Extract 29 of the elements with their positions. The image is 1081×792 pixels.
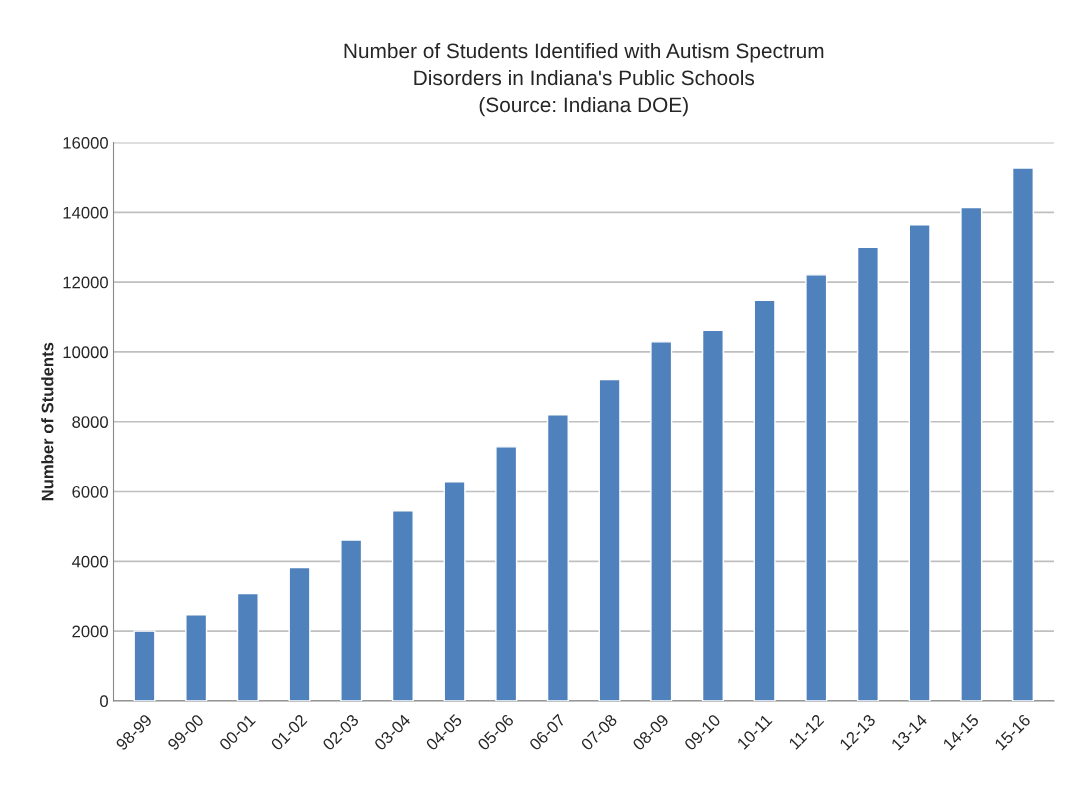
y-tick-label: 10000 <box>63 346 108 359</box>
bar <box>391 510 414 701</box>
bar <box>133 630 156 701</box>
bar <box>546 414 569 701</box>
y-tick-label: 0 <box>100 695 108 708</box>
y-tick-label: 14000 <box>63 206 108 219</box>
chart-title: Number of Students Identified with Autism Spectrum Disorders in Indiana's Public Schools (Source: Indiana DOE) <box>344 42 824 117</box>
bar <box>856 246 879 701</box>
bar <box>701 329 724 701</box>
bar <box>288 566 311 701</box>
bar <box>960 206 983 701</box>
y-tick-label: 8000 <box>72 416 108 428</box>
bar <box>1011 167 1035 701</box>
y-tick-label: 16000 <box>63 136 108 149</box>
bar <box>236 592 259 701</box>
bar <box>495 446 518 701</box>
y-tick-label: 6000 <box>72 485 108 498</box>
bar <box>650 341 673 701</box>
bar <box>753 299 776 701</box>
bar <box>598 378 621 701</box>
y-tick-label: 12000 <box>63 276 108 289</box>
bar <box>340 539 363 701</box>
y-tick-label: 2000 <box>72 625 108 638</box>
bar <box>805 274 828 701</box>
y-axis-title: Number of Students <box>41 342 54 501</box>
y-tick-label: 4000 <box>71 555 108 568</box>
bar <box>908 224 931 701</box>
bar <box>185 614 208 701</box>
bar <box>443 481 466 701</box>
